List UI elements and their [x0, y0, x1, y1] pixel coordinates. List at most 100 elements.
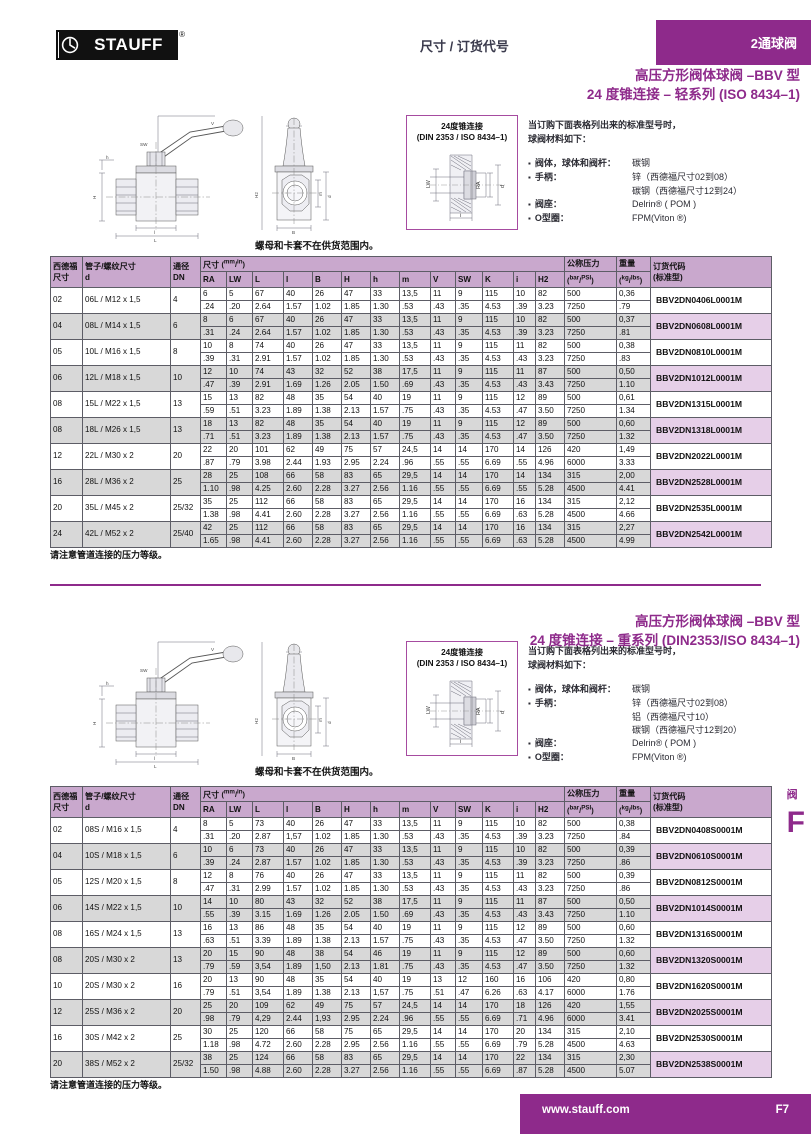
cell-stauff-size: 05 [50, 338, 83, 366]
cell-dim-in-b: 1.26 [312, 377, 342, 392]
cell-weight-lbs: 1.34 [616, 403, 652, 418]
cell-order-code[interactable]: BBV2DN1014S0001M [650, 894, 773, 922]
cell-dim-mm-v: 14 [430, 494, 456, 509]
cell-stauff-size: 05 [50, 868, 83, 896]
cell-pressure-bar: 500 [564, 338, 618, 353]
cell-order-code[interactable]: BBV2DN2025S0001M [650, 998, 773, 1026]
cell-dim-mm-sw: 9 [455, 946, 483, 961]
cell-dim-in-sw: .35 [455, 429, 483, 444]
cell-dim-in-k: 4.53 [482, 377, 514, 392]
cell-dim-in-lw: .24 [226, 325, 253, 340]
cell-order-code[interactable]: BBV2DN0608L0001M [650, 312, 773, 340]
cell-dim-in-m: 1.16 [399, 1037, 431, 1052]
cell-dim-mm-lw: 15 [226, 946, 253, 961]
s2-mat-2-val: Delrin® ( POM ) [632, 738, 697, 748]
cell-order-code[interactable]: BBV2DN1316S0001M [650, 920, 773, 948]
cell-dim-in-h: 1.85 [341, 881, 371, 896]
section-2-title: 高压方形阀体球阀 –BBV 型 24 度锥连接 – 重系列 (DIN2353/I… [530, 612, 800, 650]
s2-mat-1-val: 锌（西德福尺寸02到08） [632, 698, 734, 708]
cell-dim-in-h: 2.13 [341, 985, 371, 1000]
cell-dim-in-l: 1.57 [283, 299, 313, 314]
cell-dim-in-h: 3.27 [341, 1063, 371, 1078]
svg-text:m: m [318, 192, 323, 196]
cell-order-code[interactable]: BBV2DN0610S0001M [650, 842, 773, 870]
cell-dim-mm-k: 115 [482, 946, 514, 961]
stauff-logo-text: STAUFF [81, 32, 176, 58]
cell-order-code[interactable]: BBV2DN0408S0001M [650, 816, 773, 844]
cell-pressure-psi: 7250 [564, 907, 618, 922]
cell-dim-mm-k: 170 [482, 442, 514, 457]
cell-order-code[interactable]: BBV2DN1315L0001M [650, 390, 773, 418]
cell-dim-in-h: 3.27 [341, 481, 371, 496]
cell-dim-in-i: .55 [513, 455, 536, 470]
cell-order-code[interactable]: BBV2DN2535L0001M [650, 494, 773, 522]
table-row: .59.51 3.23 1.89 1.38 2.13 1.57.75.43.35 4.53.… [51, 403, 772, 418]
cell-order-code[interactable]: BBV2DN2022L0001M [650, 442, 773, 470]
cell-dim-in-l: 3.23 [252, 403, 284, 418]
cell-dim-mm-i: 12 [513, 946, 536, 961]
header-subtitle: 尺寸 / 订货代号 [420, 39, 509, 54]
cell-dim-mm-i: 12 [513, 416, 536, 431]
cell-dim-mm-h: 40 [370, 920, 400, 935]
cell-dim-in-h2: 3.43 [534, 377, 566, 392]
cell-order-code[interactable]: BBV2DN2528L0001M [650, 468, 773, 496]
cell-dim-mm-b: 35 [312, 920, 342, 935]
cell-dim-mm-h: 33 [370, 842, 400, 857]
cell-dim-in-h: 2.95 [341, 455, 371, 470]
cell-order-code[interactable]: BBV2DN1320S0001M [650, 946, 773, 974]
cell-order-code[interactable]: BBV2DN1012L0001M [650, 364, 773, 392]
cell-stauff-size: 16 [50, 1024, 83, 1052]
cell-dim-in-sw: .35 [455, 299, 483, 314]
cell-dim-mm-h: 65 [370, 1024, 400, 1039]
cell-dim-in-v: .43 [430, 881, 456, 896]
cell-dim-mm-lw: 20 [226, 998, 253, 1013]
cell-order-code[interactable]: BBV2DN0406L0001M [650, 286, 773, 314]
cell-dim-mm-l: 40 [283, 338, 313, 353]
cell-dim-in-h: 2.05 [341, 907, 371, 922]
cell-order-code[interactable]: BBV2DN0810L0001M [650, 338, 773, 366]
cell-dim-in-lw: .98 [226, 507, 253, 522]
cell-dim-mm-k: 115 [482, 312, 514, 327]
cell-dim-in-i: .55 [513, 481, 536, 496]
cell-dim-mm-sw: 9 [455, 390, 483, 405]
cell-dim-in-ra: .24 [200, 299, 227, 314]
cell-weight-kg: 1,49 [616, 442, 652, 457]
page-header: STAUFF ® 尺寸 / 订货代号 2通球阀 [0, 10, 811, 65]
s2-subhdr-sw: SW [455, 801, 483, 818]
s2-th-code: 订货代码 (标准型) [650, 786, 773, 818]
cell-order-code[interactable]: BBV2DN1318L0001M [650, 416, 773, 444]
cell-dim-mm-l: 90 [252, 946, 284, 961]
cell-order-code[interactable]: BBV2DN1620S0001M [650, 972, 773, 1000]
cell-order-code[interactable]: BBV2DN2538S0001M [650, 1050, 773, 1078]
svg-text:i: i [460, 213, 461, 219]
cell-dim-in-ra: .39 [200, 855, 227, 870]
cell-dim-in-m: .53 [399, 881, 431, 896]
section-2-info-lead1: 当订购下面表格列出来的标准型号时， [528, 646, 682, 656]
cell-dim-mm-l: 66 [283, 468, 313, 483]
cell-dim-in-k: 6.69 [482, 1011, 514, 1026]
table-row: .39.24 2.87 1.57 1.02 1.85 1.30.53.43.35 4.53.… [51, 855, 772, 870]
cell-dim-mm-m: 29,5 [399, 494, 431, 509]
s1-mat-1-val2: 碳钢（西德福尺寸12到24） [632, 186, 743, 196]
s2-mat-3-key: O型圈： [528, 751, 632, 764]
cell-pressure-psi: 7250 [564, 881, 618, 896]
cell-dim-in-sw: .47 [455, 985, 483, 1000]
cell-tube-thread: 20S / M30 x 2 [82, 972, 171, 1000]
cell-order-code[interactable]: BBV2DN2530S0001M [650, 1024, 773, 1052]
cell-order-code[interactable]: BBV2DN2542L0001M [650, 520, 773, 548]
cell-dim-mm-h2: 82 [534, 816, 566, 831]
cell-dim-in-k: 6.69 [482, 455, 514, 470]
cell-dim-in-h: 2.95 [341, 1011, 371, 1026]
cell-dim-in-b: 1.26 [312, 907, 342, 922]
footer-website[interactable]: www.stauff.com [542, 1104, 630, 1116]
cell-dim-in-l: 1.57 [283, 351, 313, 366]
cell-dim-mm-l: 48 [283, 972, 313, 987]
cell-dim-in-l: 1.57 [283, 325, 313, 340]
cell-weight-kg: 0,60 [616, 946, 652, 961]
cell-dn: 25/40 [170, 520, 201, 548]
cell-dim-mm-h: 54 [341, 946, 371, 961]
cell-dim-in-h: 2.24 [370, 455, 400, 470]
cell-order-code[interactable]: BBV2DN0812S0001M [650, 868, 773, 896]
section-1-materials-info: 当订购下面表格列出来的标准型号时， 球阀材料如下： 阀体，球体和阀杆：碳钢 手柄… [528, 118, 806, 226]
cell-dim-mm-l: 67 [252, 286, 284, 301]
